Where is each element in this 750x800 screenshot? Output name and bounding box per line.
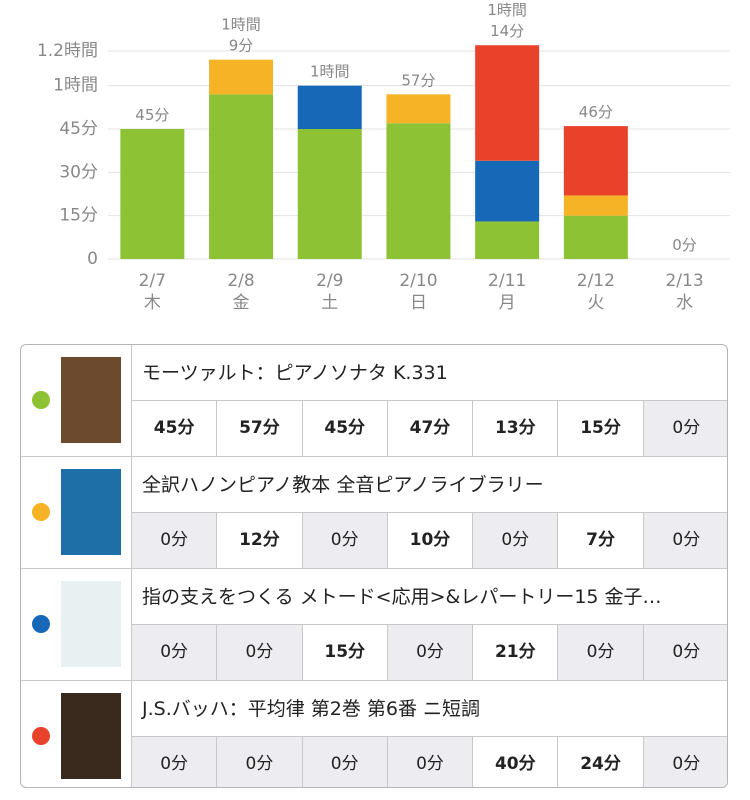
- minutes-cell: 0分: [387, 737, 474, 787]
- bar-segment: [475, 160, 540, 222]
- minutes-cell: 7分: [558, 513, 644, 568]
- minutes-cell: 10分: [388, 513, 474, 568]
- minutes-cell: 15分: [558, 401, 644, 456]
- minutes-cell: 12分: [217, 513, 303, 568]
- minutes-cell: 0分: [643, 401, 727, 456]
- bar-segment: [297, 129, 362, 259]
- minutes-cell: 40分: [473, 737, 559, 787]
- total-label: 46分: [579, 103, 613, 121]
- legend-dot: [32, 615, 50, 633]
- thumbnail: [61, 693, 121, 779]
- y-tick-label: 0: [87, 249, 98, 269]
- minutes-cell: 0分: [132, 513, 218, 568]
- y-tick-label: 1.2時間: [37, 41, 98, 61]
- thumbnail: [61, 581, 121, 667]
- table-row: モーツァルト：ピアノソナタ K.331 45分 57分 45分 47分 13分 15分 0分: [21, 345, 727, 457]
- total-label: 1時間 9分: [221, 15, 261, 54]
- minutes-cell: 0分: [217, 625, 303, 680]
- x-tick-label: 2/9: [316, 271, 343, 291]
- table-row: J.S.バッハ：平均律 第2巻 第6番 ニ短調 0分 0分 0分 0分 40分 24分 0分: [21, 681, 727, 787]
- table-row: 全訳ハノンピアノ教本 全音ピアノライブラリー 0分 12分 0分 10分 0分 7分 0分: [21, 457, 727, 569]
- minutes-cell: 0分: [643, 513, 727, 568]
- minutes-cell: 0分: [643, 737, 727, 787]
- weekday-label: 土: [321, 293, 338, 313]
- bar-segment: [209, 59, 274, 95]
- x-tick-label: 2/11: [488, 271, 526, 291]
- total-label: 1時間 14分: [487, 1, 527, 40]
- weekday-label: 月: [499, 293, 516, 313]
- bar-segment: [386, 94, 451, 124]
- minutes-cell: 24分: [558, 737, 644, 787]
- row-legend: [21, 457, 132, 568]
- minutes-cell: 0分: [558, 625, 644, 680]
- row-legend: [21, 569, 132, 680]
- minutes-cell: 0分: [132, 737, 218, 787]
- weekday-label: 火: [587, 293, 604, 313]
- bar-segment: [297, 85, 362, 129]
- weekday-label: 金: [233, 293, 250, 313]
- piece-title: 指の支えをつくる メトード<応用>&レパートリー15 金子…: [132, 569, 727, 625]
- x-tick-label: 2/13: [665, 271, 703, 291]
- y-tick-label: 15分: [59, 206, 98, 226]
- weekday-label: 日: [410, 293, 427, 313]
- weekday-label: 木: [144, 293, 161, 313]
- table-row: 指の支えをつくる メトード<応用>&レパートリー15 金子… 0分 0分 15分 0分 2…: [21, 569, 727, 681]
- bar-segment: [209, 94, 274, 259]
- piece-title: 全訳ハノンピアノ教本 全音ピアノライブラリー: [132, 457, 727, 513]
- x-tick-label: 2/7: [139, 271, 166, 291]
- bar-segment: [563, 195, 628, 216]
- minutes-cell: 0分: [302, 737, 388, 787]
- total-label: 0分: [672, 236, 697, 254]
- total-label: 57分: [401, 71, 435, 89]
- y-tick-label: 30分: [59, 162, 98, 182]
- legend-dot: [32, 727, 50, 745]
- minutes-cell: 47分: [388, 401, 474, 456]
- piece-title: モーツァルト：ピアノソナタ K.331: [132, 345, 727, 401]
- y-tick-label: 45分: [59, 119, 98, 139]
- minutes-cell: 0分: [132, 625, 218, 680]
- minutes-cell: 45分: [132, 401, 218, 456]
- chart: 0 15分 30分 45分 1時間 1.2時間 45分 2/7木 1時間 9分 2/8金 1時間 2/9…: [37, 1, 730, 313]
- minutes-cell: 13分: [473, 401, 559, 456]
- minutes-cell: 57分: [217, 401, 303, 456]
- bar-segment: [475, 45, 540, 161]
- row-legend: [21, 681, 132, 787]
- minutes-cell: 0分: [387, 625, 474, 680]
- legend-dot: [32, 391, 50, 409]
- total-label: 45分: [135, 106, 169, 124]
- minutes-cell: 0分: [643, 625, 727, 680]
- x-tick-label: 2/8: [227, 271, 254, 291]
- y-tick-label: 1時間: [53, 76, 98, 96]
- total-label: 1時間: [310, 62, 350, 80]
- x-tick-label: 2/10: [399, 271, 437, 291]
- thumbnail: [61, 357, 121, 443]
- minutes-cell: 0分: [217, 737, 303, 787]
- minutes-cell: 15分: [303, 625, 388, 680]
- bar-segment: [563, 126, 628, 196]
- thumbnail: [61, 469, 121, 555]
- minutes-cell: 21分: [473, 625, 559, 680]
- minutes-cell: 0分: [473, 513, 559, 568]
- weekday-label: 水: [676, 293, 693, 313]
- bar-segment: [475, 221, 540, 259]
- piece-title: J.S.バッハ：平均律 第2巻 第6番 ニ短調: [132, 681, 727, 737]
- bar-segment: [120, 129, 185, 259]
- practice-table: モーツァルト：ピアノソナタ K.331 45分 57分 45分 47分 13分 15分 0分全…: [20, 344, 728, 788]
- x-tick-label: 2/12: [577, 271, 615, 291]
- bar-segment: [386, 123, 451, 259]
- minutes-cell: 0分: [302, 513, 388, 568]
- bar-segment: [563, 215, 628, 259]
- legend-dot: [32, 503, 50, 521]
- minutes-cell: 45分: [303, 401, 388, 456]
- row-legend: [21, 345, 132, 456]
